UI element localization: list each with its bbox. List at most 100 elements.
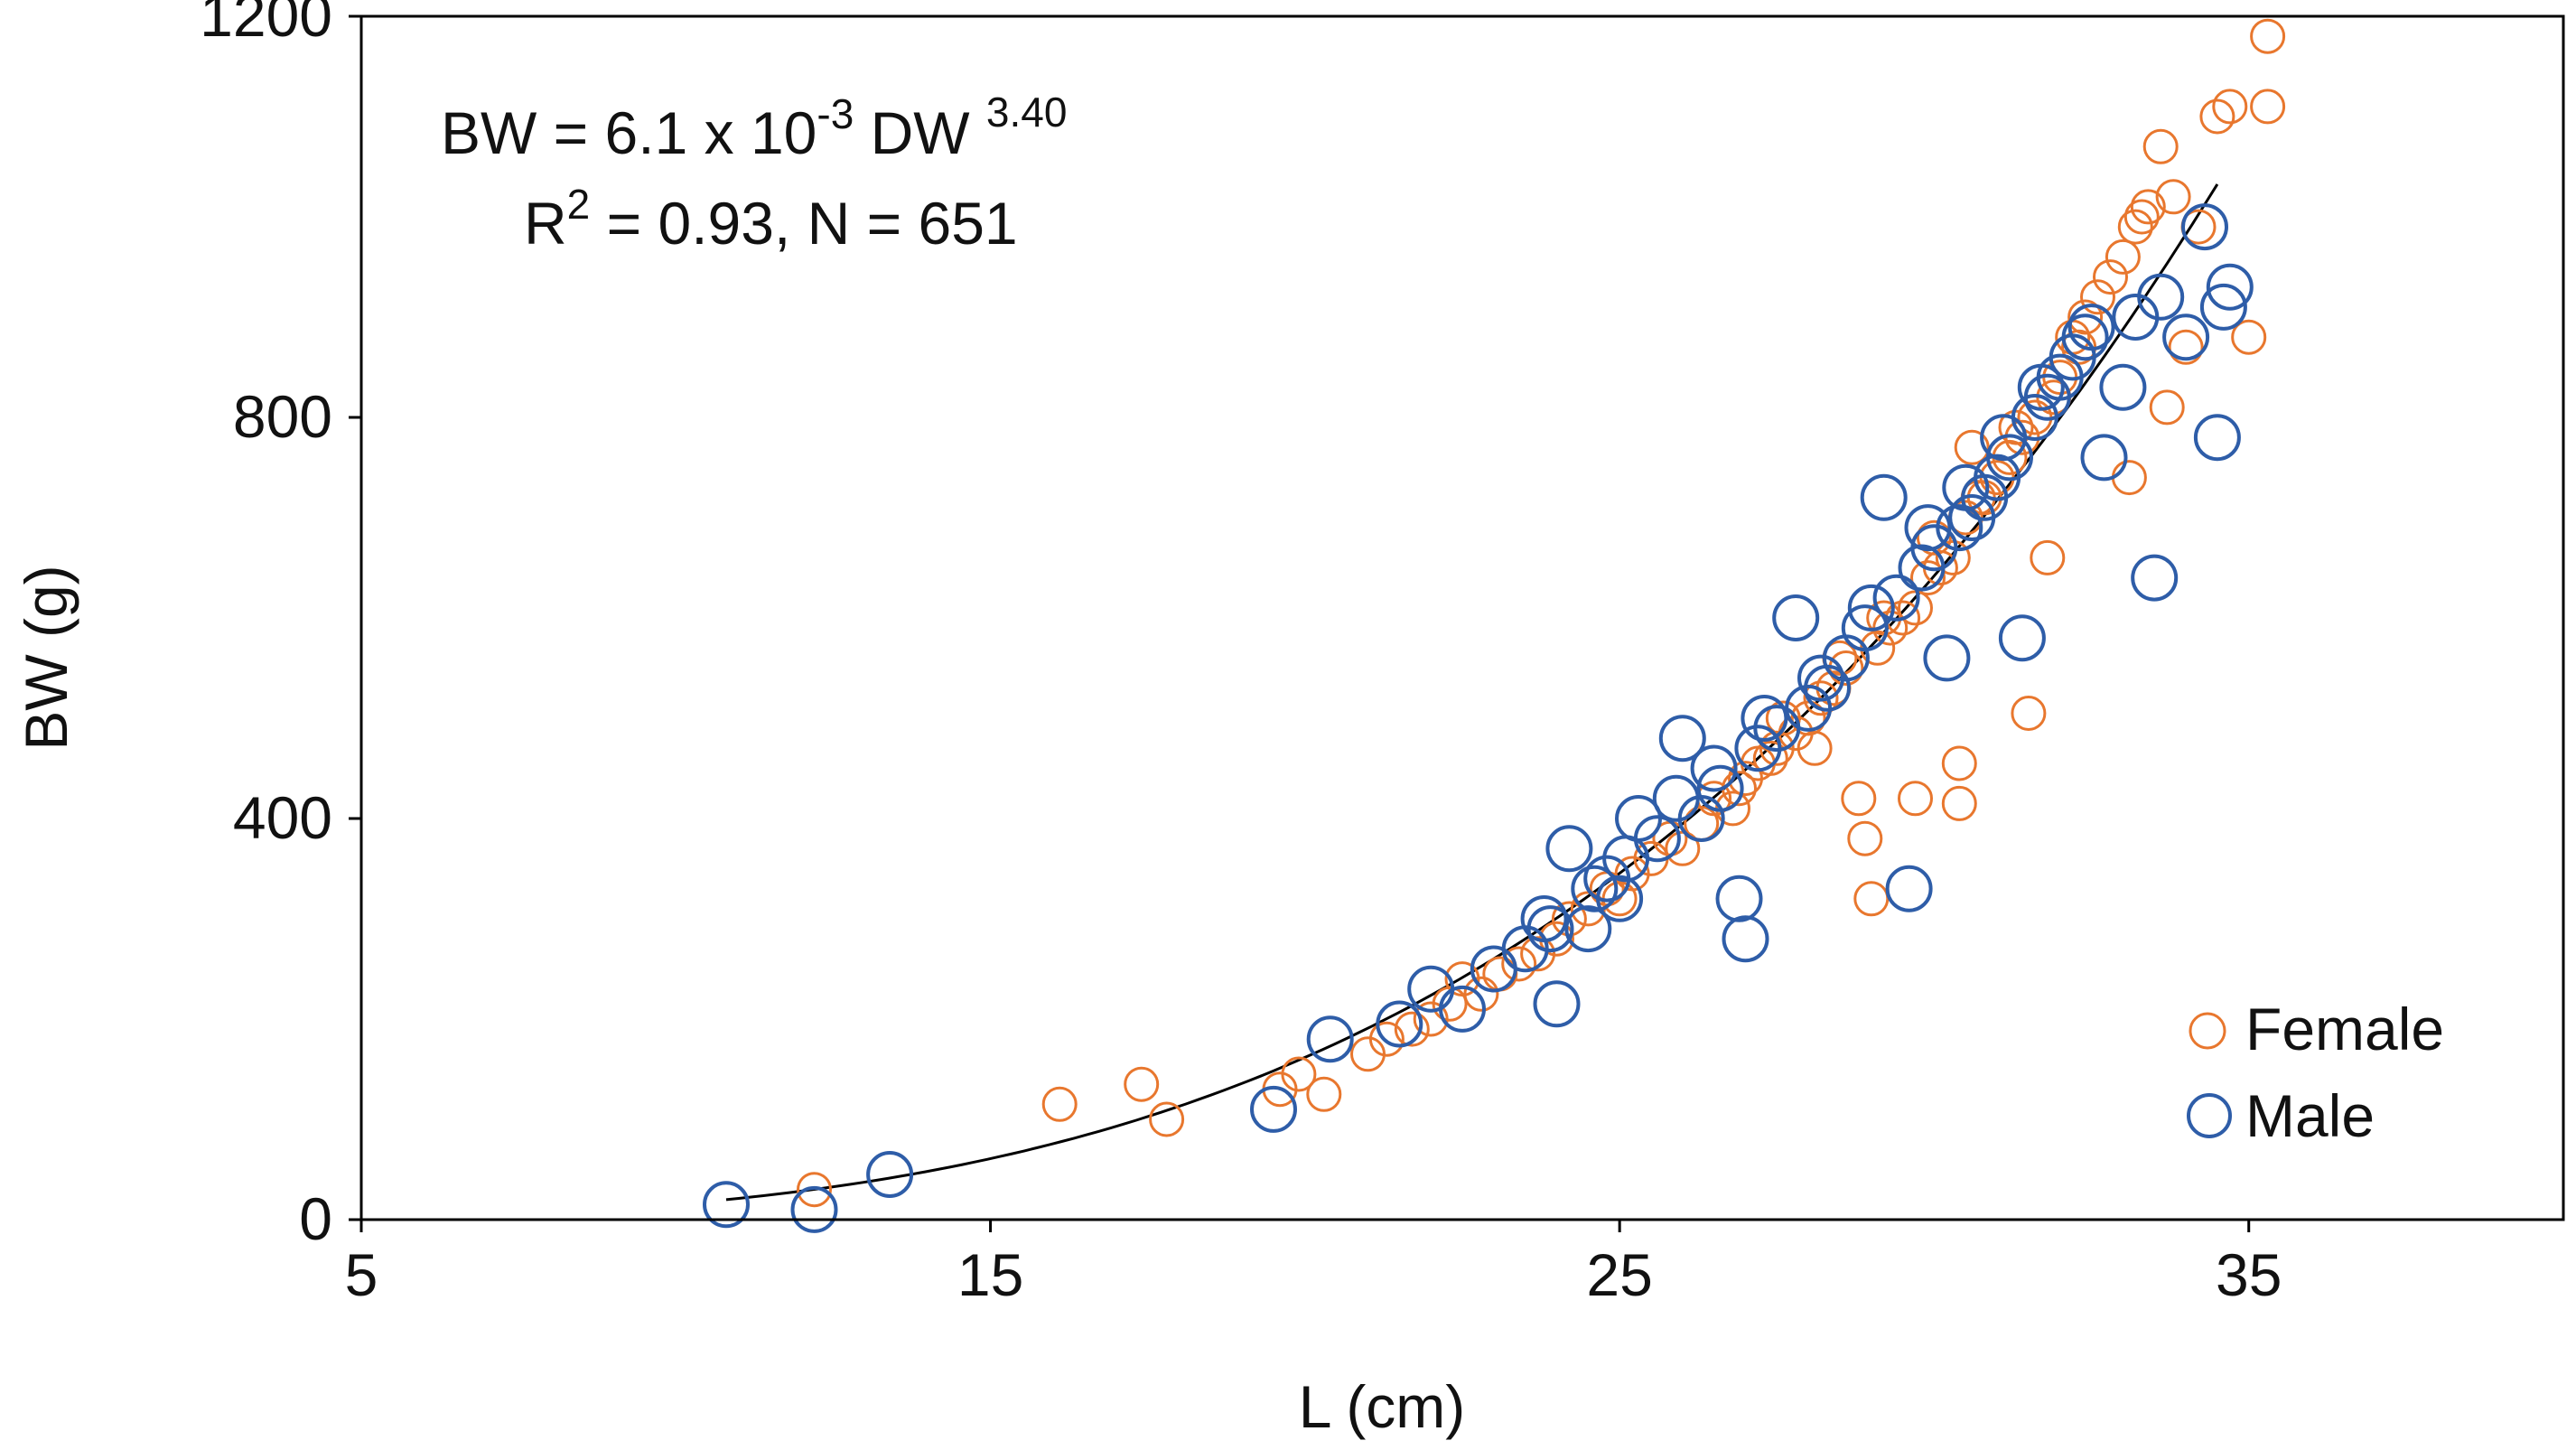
data-point-male xyxy=(1571,865,1619,912)
data-point-male xyxy=(1439,985,1486,1033)
data-point-female xyxy=(2155,179,2191,215)
y-axis-title: BW (g) xyxy=(13,565,79,750)
data-point-female xyxy=(1281,1056,1317,1092)
data-point-female xyxy=(1041,1086,1078,1122)
data-point-male xyxy=(1690,744,1738,792)
data-point-male xyxy=(1564,905,1612,953)
data-point-male xyxy=(866,1151,914,1198)
legend-male-label: Male xyxy=(2245,1082,2375,1149)
data-point-male xyxy=(703,1181,750,1229)
data-point-female xyxy=(797,1172,832,1208)
data-point-male xyxy=(2162,313,2210,361)
data-point-female xyxy=(2149,389,2185,426)
x-tick-label: 35 xyxy=(2216,1241,2282,1308)
x-tick-label: 15 xyxy=(957,1241,1023,1308)
data-point-female xyxy=(1482,956,1518,992)
data-point-male xyxy=(1904,504,1952,552)
data-point-female xyxy=(1841,781,1877,817)
data-point-male xyxy=(1696,764,1744,812)
data-point-male xyxy=(2181,203,2228,251)
x-axis-title: L (cm) xyxy=(1299,1373,1466,1440)
y-tick-label: 0 xyxy=(299,1185,332,1252)
data-point-male xyxy=(1722,915,1769,963)
data-point-male xyxy=(2131,554,2179,602)
legend-female-label: Female xyxy=(2245,996,2444,1062)
data-point-male xyxy=(1936,504,1983,552)
data-point-female xyxy=(1306,1076,1342,1112)
legend-male-marker xyxy=(2187,1093,2232,1138)
data-point-female xyxy=(2080,279,2115,315)
y-tick-label: 400 xyxy=(233,784,332,851)
data-point-male xyxy=(1533,980,1581,1028)
data-point-female xyxy=(2117,209,2153,245)
data-point-male xyxy=(1596,875,1644,922)
data-point-male xyxy=(1306,1015,1354,1063)
data-point-male xyxy=(1715,875,1763,922)
data-point-female xyxy=(1765,700,1801,736)
data-point-female xyxy=(1394,1011,1430,1047)
data-point-female xyxy=(1752,740,1788,776)
data-point-female xyxy=(2250,18,2286,54)
data-point-female xyxy=(2105,239,2141,275)
data-point-female xyxy=(1910,560,1946,596)
data-point-female xyxy=(1368,1021,1405,1057)
data-point-male xyxy=(1658,715,1706,762)
data-point-female xyxy=(1501,946,1537,982)
data-point-male xyxy=(1841,604,1889,652)
data-point-male xyxy=(2206,263,2254,311)
axes-layer: 5 15 25 35 0 400 800 1200 xyxy=(200,0,2565,1308)
y-tick-label: 800 xyxy=(233,383,332,450)
data-point-female xyxy=(2250,89,2286,125)
data-point-female xyxy=(1941,745,1977,781)
data-point-female xyxy=(1149,1101,1185,1137)
data-point-female xyxy=(1916,519,1952,556)
data-point-female xyxy=(1898,781,1933,817)
data-point-male xyxy=(2099,363,2147,411)
data-point-male xyxy=(2080,434,2128,482)
data-point-male xyxy=(1250,1085,1297,1133)
legend-female-marker xyxy=(2189,1012,2226,1050)
equation-line-2: R2 = 0.93, N = 651 xyxy=(524,181,1018,257)
data-point-female xyxy=(2093,259,2128,295)
data-point-female xyxy=(1551,901,1587,937)
equation-line-1: BW = 6.1 x 10-3 DW 3.40 xyxy=(441,89,1067,166)
data-point-male xyxy=(2017,363,2065,411)
data-point-female xyxy=(1847,820,1883,856)
data-point-female xyxy=(1797,730,1833,766)
data-point-female xyxy=(1954,429,1990,465)
data-point-male xyxy=(2193,414,2241,462)
data-point-male xyxy=(1986,434,2033,482)
fit-curve xyxy=(725,183,2219,1202)
data-point-male xyxy=(1872,574,1920,622)
x-tick-label: 5 xyxy=(345,1241,378,1308)
data-point-male xyxy=(1526,905,1574,953)
data-point-female xyxy=(1124,1066,1160,1102)
points-layer xyxy=(703,18,2286,1233)
data-point-male xyxy=(1942,463,1990,511)
data-point-male xyxy=(1741,695,1788,742)
data-point-female xyxy=(1935,539,1971,575)
data-point-female xyxy=(2168,329,2204,365)
data-point-male xyxy=(1797,654,1844,702)
data-point-male xyxy=(1376,1000,1423,1048)
data-point-female xyxy=(2231,319,2267,355)
data-point-male xyxy=(1602,835,1650,883)
data-point-female xyxy=(1853,881,1890,917)
data-point-male xyxy=(1923,634,1971,682)
x-tick-label: 25 xyxy=(1586,1241,1652,1308)
data-point-male xyxy=(1998,614,2046,662)
data-point-female xyxy=(2030,539,2066,575)
data-point-male xyxy=(1545,825,1593,873)
data-point-female xyxy=(2142,128,2179,164)
y-tick-label: 1200 xyxy=(200,0,332,49)
data-point-male xyxy=(2137,273,2185,321)
data-point-female xyxy=(2199,98,2235,135)
data-point-female xyxy=(2111,460,2147,496)
data-point-female xyxy=(1998,409,2034,445)
data-point-male xyxy=(1520,895,1568,942)
data-point-male xyxy=(1772,594,1820,641)
data-point-female xyxy=(1463,976,1499,1012)
data-point-female xyxy=(2011,696,2047,731)
